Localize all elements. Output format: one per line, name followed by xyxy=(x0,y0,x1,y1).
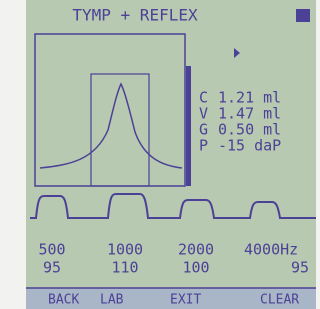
reflex-frequency: 4000Hz xyxy=(244,241,298,259)
scale-bar xyxy=(186,66,191,186)
footer-button[interactable]: LAB xyxy=(100,293,124,308)
reflex-frequency: 1000 xyxy=(107,241,143,259)
reflex-level: 95 xyxy=(291,259,309,277)
readout-value: -15 daP xyxy=(218,137,281,155)
reflex-level: 110 xyxy=(111,259,138,277)
reflex-level: 100 xyxy=(182,259,209,277)
status-block xyxy=(296,9,310,22)
screen-title: TYMP + REFLEX xyxy=(72,6,198,25)
device-screen: TYMP + REFLEX C1.21 mlV1.47 mlG0.50 mlP-… xyxy=(0,0,316,309)
lcd-background xyxy=(26,0,316,309)
readout-label: P xyxy=(199,137,208,155)
footer-button[interactable]: BACK xyxy=(48,293,79,308)
reflex-frequency: 500 xyxy=(38,241,65,259)
reflex-frequency: 2000 xyxy=(178,241,214,259)
footer-button[interactable]: EXIT xyxy=(170,293,201,308)
reflex-level: 95 xyxy=(43,259,61,277)
footer-button[interactable]: CLEAR xyxy=(260,293,299,308)
